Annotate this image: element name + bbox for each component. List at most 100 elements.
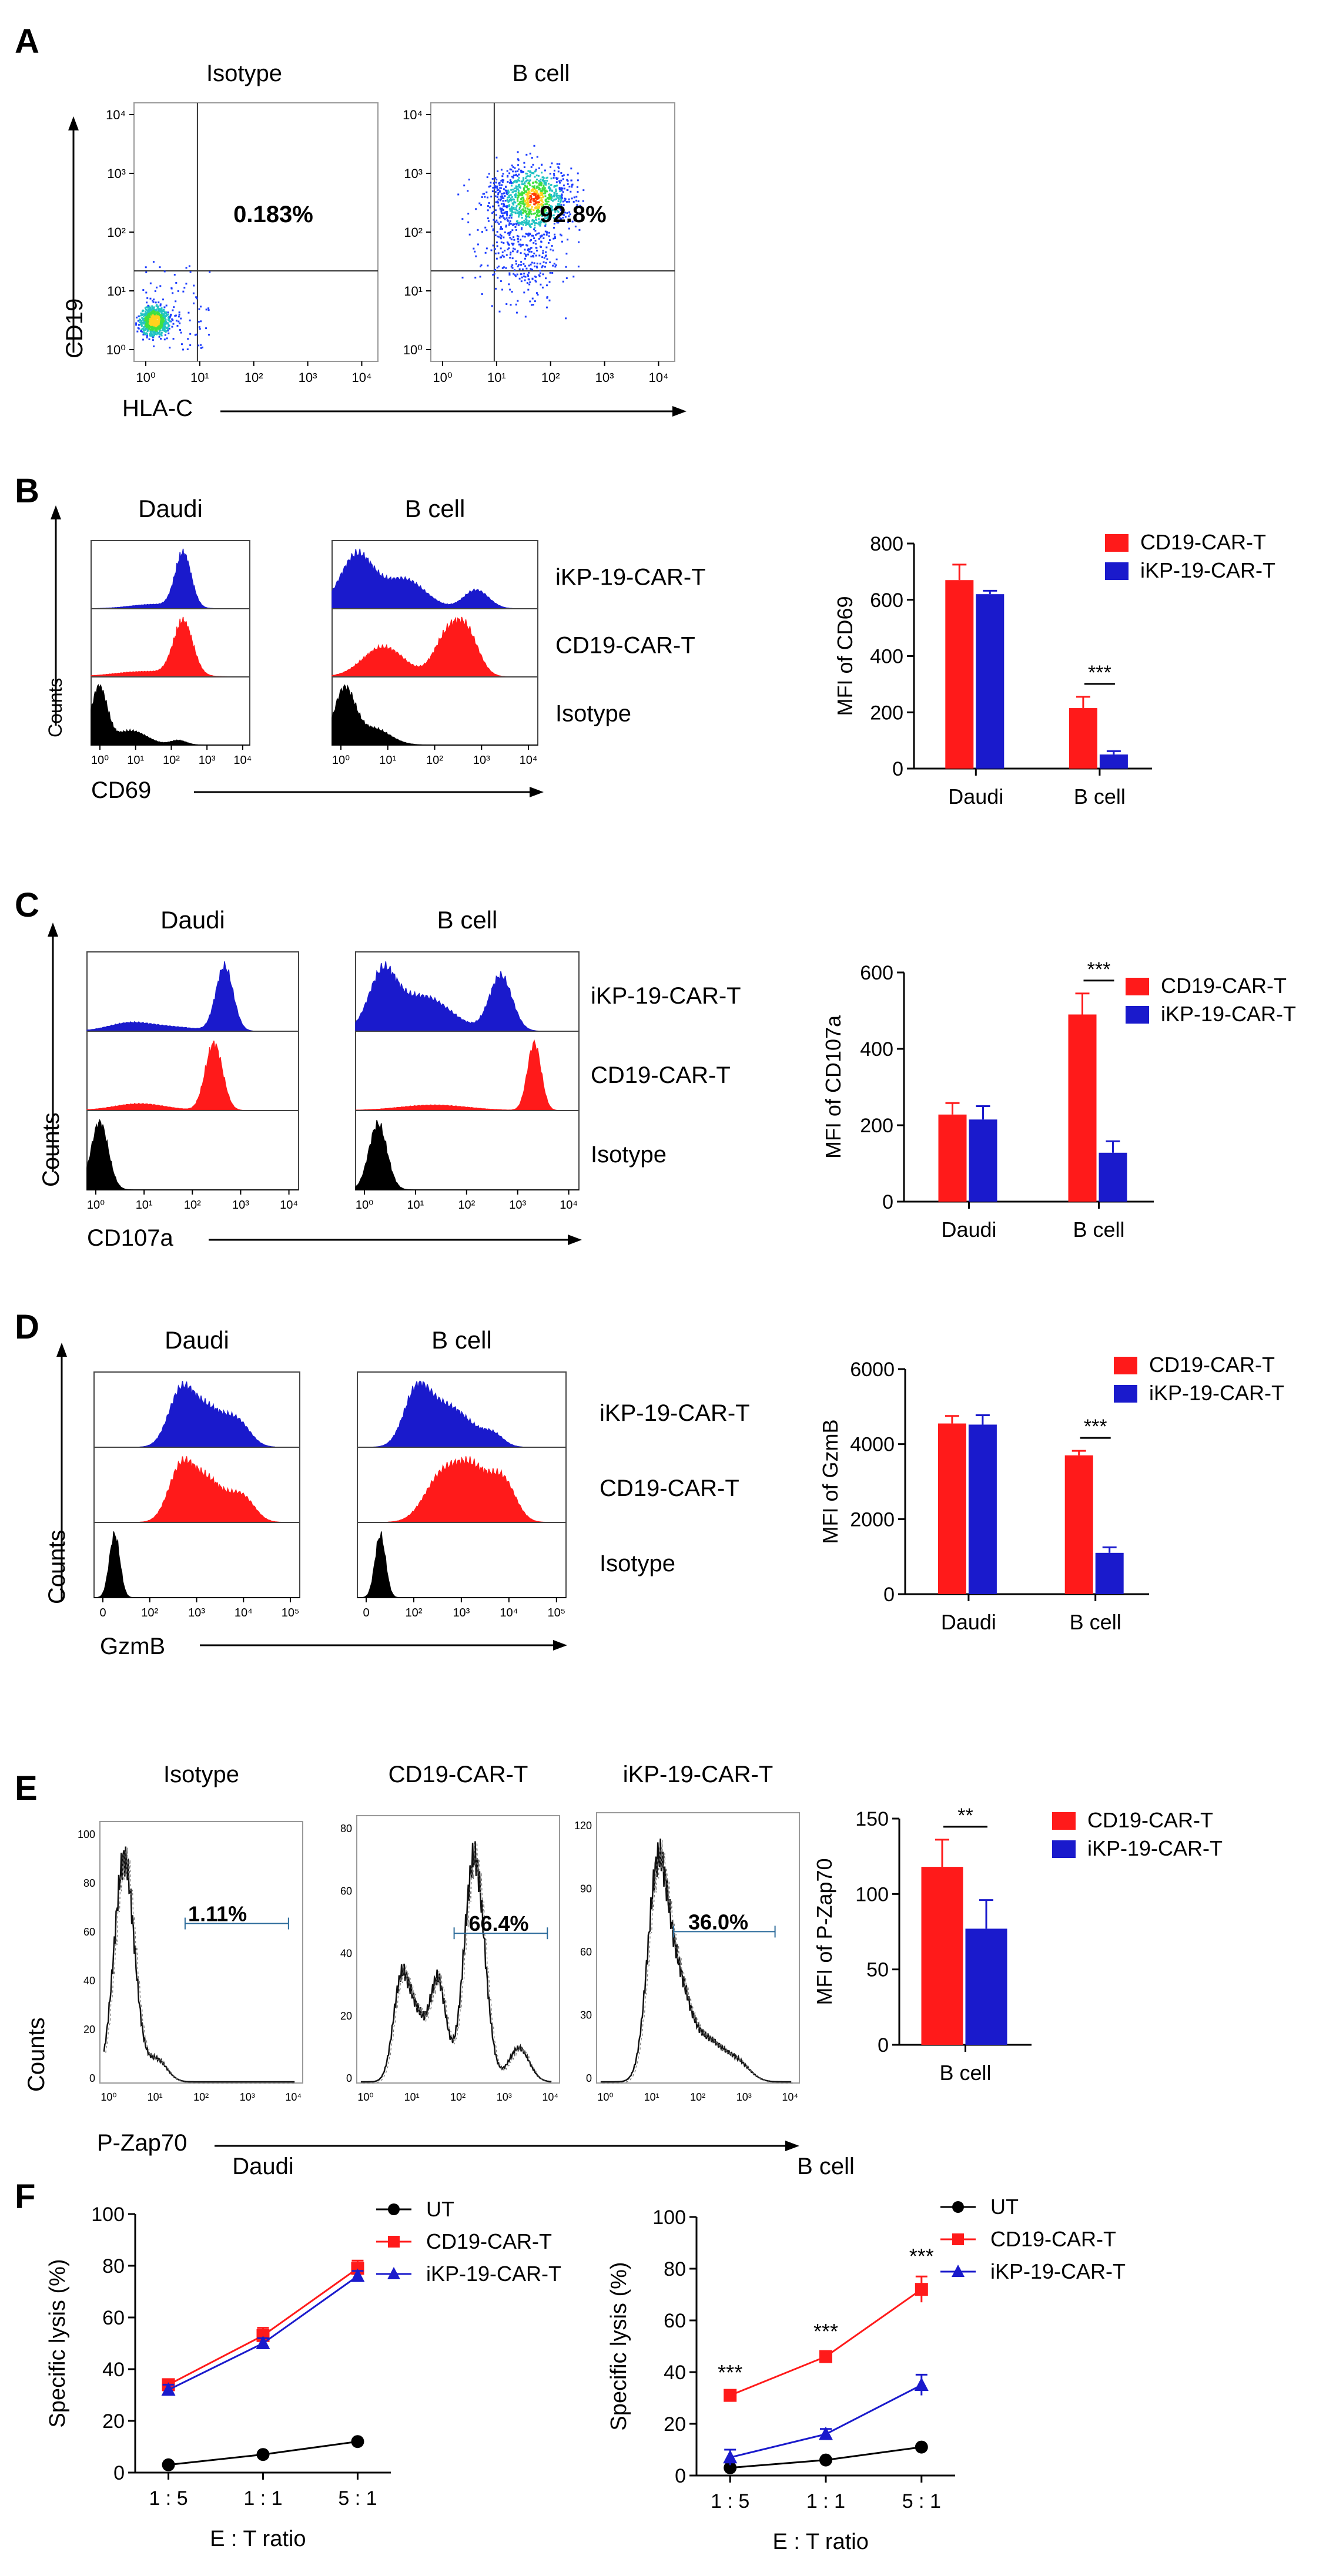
y-axis-label: Counts — [24, 2017, 49, 2092]
scatter-dot — [499, 209, 501, 211]
x-tick-label: 10³ — [453, 1606, 470, 1619]
scatter-dot — [541, 203, 543, 206]
scatter-dot — [532, 163, 534, 166]
scatter-dot — [540, 241, 543, 243]
scatter-dot — [527, 189, 529, 191]
scatter-dot — [530, 213, 533, 216]
x-tick-label: 10² — [541, 370, 560, 385]
scatter-dot — [525, 267, 528, 270]
scatter-dot — [158, 327, 160, 330]
scatter-dot — [509, 168, 511, 170]
scatter-dot — [539, 196, 541, 199]
scatter-dot — [504, 218, 506, 220]
scatter-dot — [167, 327, 169, 330]
scatter-dot — [179, 322, 181, 324]
scatter-dot — [498, 216, 501, 219]
scatter-dot — [539, 224, 541, 227]
scatter-dot — [561, 189, 563, 192]
scatter-dot — [520, 210, 522, 212]
line-chart-title: Daudi — [232, 2154, 294, 2179]
scatter-dot — [139, 323, 142, 326]
scatter-dot — [538, 188, 541, 190]
scatter-dot — [566, 179, 568, 181]
scatter-dot — [568, 198, 570, 200]
scatter-dot — [481, 231, 484, 233]
scatter-dot — [162, 315, 165, 317]
scatter-dot — [558, 206, 560, 209]
scatter-dot — [545, 182, 547, 185]
scatter-dot — [144, 313, 146, 315]
scatter-dot — [559, 194, 561, 197]
scatter-dot — [510, 304, 512, 306]
scatter-dot — [538, 210, 540, 212]
scatter-dot — [538, 211, 541, 213]
scatter-dot — [142, 338, 144, 341]
scatter-dot — [529, 233, 531, 235]
scatter-dot — [149, 328, 152, 331]
scatter-dot — [154, 290, 156, 292]
scatter-dot — [146, 326, 148, 328]
legend-marker — [388, 2203, 400, 2215]
scatter-dot — [530, 208, 533, 210]
scatter-dot — [163, 317, 166, 319]
scatter-dot — [512, 166, 514, 168]
scatter-dot — [187, 338, 189, 340]
scatter-dot — [503, 203, 505, 205]
scatter-dot — [508, 172, 511, 175]
scatter-dot — [146, 301, 148, 304]
scatter-dot — [496, 200, 498, 203]
scatter-dot — [163, 327, 166, 329]
scatter-dot — [555, 177, 557, 179]
scatter-dot — [542, 207, 544, 210]
scatter-dot — [517, 170, 519, 172]
scatter-dot — [552, 173, 555, 175]
scatter-dot — [541, 190, 543, 193]
scatter-dot — [503, 205, 505, 207]
scatter-dot — [522, 199, 524, 202]
scatter-dot — [548, 194, 550, 196]
scatter-dot — [540, 190, 542, 193]
scatter-dot — [468, 233, 471, 236]
scatter-dot — [486, 196, 488, 199]
gate-percent: 36.0% — [688, 1910, 748, 1934]
scatter-dot — [153, 324, 155, 326]
scatter-dot — [174, 314, 176, 317]
scatter-dot — [146, 318, 149, 321]
line-y-tick-label: 0 — [113, 2462, 125, 2484]
bar-ikp — [1099, 754, 1128, 769]
scatter-dot — [555, 217, 558, 220]
scatter-dot — [513, 174, 515, 176]
scatter-dot — [142, 289, 145, 291]
scatter-dot — [518, 211, 520, 213]
scatter-dot — [510, 223, 513, 225]
legend-label: CD19-CAR-T — [426, 2229, 552, 2253]
x-axis-label: CD69 — [91, 777, 151, 803]
scatter-dot — [518, 184, 520, 186]
scatter-dot — [532, 190, 534, 192]
scatter-dot — [512, 198, 514, 200]
scatter-dot — [532, 234, 534, 237]
scatter-dot — [146, 336, 148, 338]
scatter-dot — [150, 324, 152, 326]
scatter-dot — [512, 191, 514, 193]
scatter-dot — [168, 320, 170, 323]
bar-cd19 — [1064, 1455, 1093, 1594]
scatter-dot — [571, 220, 574, 223]
scatter-dot — [536, 185, 538, 187]
scatter-dot — [523, 222, 525, 224]
y-tick-label: 10⁰ — [403, 343, 423, 357]
scatter-dot — [156, 314, 159, 316]
scatter-dot — [145, 316, 148, 318]
y-tick-label: 0 — [346, 2072, 352, 2084]
scatter-dot — [507, 189, 510, 192]
scatter-dot — [538, 206, 541, 208]
scatter-dot — [482, 193, 484, 195]
scatter-dot — [540, 179, 542, 181]
x-tick-label: 10¹ — [644, 2091, 659, 2103]
scatter-dot — [485, 191, 488, 193]
scatter-dot — [524, 203, 526, 206]
scatter-dot — [152, 331, 155, 334]
y-tick-label: 20 — [340, 2010, 352, 2022]
bar-y-tick-label: 0 — [892, 758, 903, 780]
scatter-dot — [501, 228, 504, 230]
